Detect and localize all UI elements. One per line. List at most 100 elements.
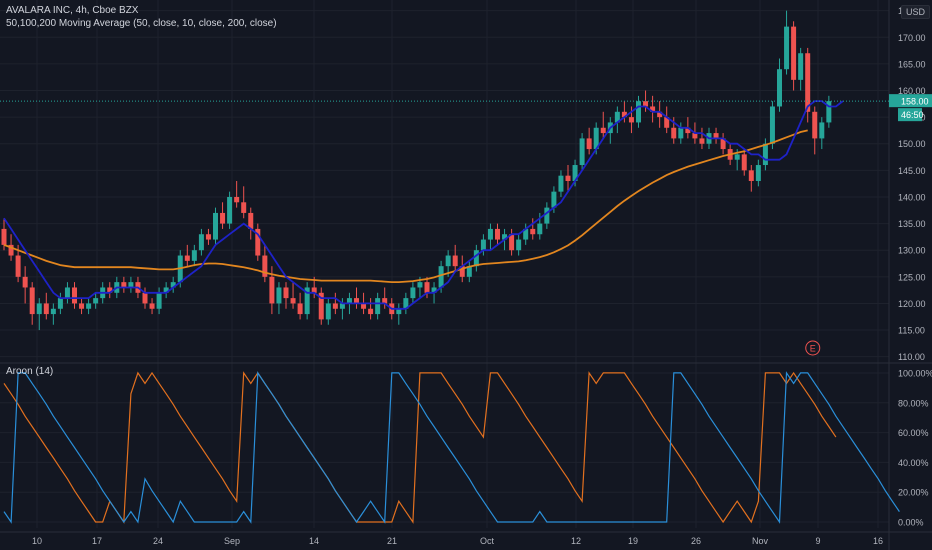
time-axis-label: Oct (480, 536, 495, 546)
candle-down (600, 127, 606, 134)
currency-badge[interactable]: USD (901, 5, 931, 19)
price-axis-label: 110.00 (898, 352, 925, 362)
candle-up (276, 287, 282, 304)
candle-up (551, 191, 557, 208)
candle-down (459, 266, 465, 277)
candle-down (8, 244, 14, 256)
candle-down (720, 138, 726, 150)
candle-down (452, 255, 458, 267)
aroon-axis-label: 60.00% (898, 428, 929, 438)
candle-up (396, 308, 402, 315)
candle-up (431, 287, 437, 293)
candle-down (424, 282, 430, 293)
candle-up (213, 212, 218, 240)
candle-up (438, 266, 444, 288)
candle-up (170, 282, 176, 288)
countdown-tag (898, 108, 922, 122)
candle-up (346, 298, 352, 304)
price-axis-label: 165.00 (898, 59, 926, 69)
candle-up (734, 154, 740, 160)
moving-average-slow-line (3, 129, 808, 284)
candle-up (777, 69, 782, 107)
price-axis-label: 160.00 (898, 86, 926, 96)
symbol-title: AVALARA INC, 4h, Cboe BZX (6, 5, 139, 16)
candle-down (495, 228, 500, 240)
candle-up (128, 282, 134, 288)
moving-average-fast-line (3, 100, 844, 310)
time-axis-label: 9 (815, 536, 820, 546)
time-axis-label: 12 (571, 536, 581, 546)
candle-up (325, 303, 331, 320)
candle-down (530, 228, 536, 235)
candle-up (678, 127, 684, 139)
candle-down (805, 53, 811, 112)
candle-up (762, 143, 768, 166)
candle-down (748, 170, 754, 181)
time-axis-label: Nov (752, 536, 769, 546)
candle-up (375, 298, 381, 315)
candle-down (22, 276, 28, 288)
earnings-marker-icon[interactable] (805, 340, 821, 356)
candle-down (318, 292, 324, 320)
candle-up (502, 234, 508, 240)
candle-down (382, 298, 388, 304)
candle-down (241, 202, 247, 213)
candle-down (621, 111, 627, 118)
candle-down (107, 287, 113, 293)
candle-up (86, 303, 92, 309)
time-axis-label: 21 (387, 536, 397, 546)
candle-up (50, 308, 56, 315)
last-price-tag-label: 158.00 (901, 97, 929, 107)
candle-up (826, 101, 832, 123)
candle-down (234, 196, 240, 203)
candle-up (579, 138, 585, 166)
candle-up (572, 165, 578, 181)
candle-down (586, 138, 592, 150)
candle-up (403, 298, 409, 309)
candle-down (311, 287, 317, 293)
candle-up (819, 122, 825, 139)
candle-down (692, 133, 698, 139)
candle-down (297, 303, 303, 315)
candle-down (354, 298, 359, 304)
price-axis-label: 170.00 (898, 33, 926, 43)
candle-down (72, 287, 77, 304)
candle-down (671, 127, 677, 139)
candle-down (657, 111, 663, 118)
price-axis-label: 125.00 (898, 272, 926, 282)
aroon-legend: Aroon (14) (6, 366, 54, 377)
aroon-axis-label: 40.00% (898, 458, 929, 468)
candle-down (713, 133, 719, 139)
candle-down (205, 234, 211, 240)
candle-up (304, 287, 310, 315)
time-axis-label: 24 (153, 536, 163, 546)
candle-down (565, 175, 571, 181)
time-axis-label: 16 (873, 536, 883, 546)
candle-down (121, 282, 127, 288)
candle-down (699, 138, 705, 144)
price-axis-label: 135.00 (898, 219, 926, 229)
time-axis-label: 17 (92, 536, 102, 546)
candle-up (558, 175, 564, 192)
candle-down (220, 212, 226, 224)
candle-up (57, 298, 63, 309)
candle-down (332, 303, 338, 309)
time-axis-label: 26 (691, 536, 701, 546)
last-price-tag (889, 94, 932, 108)
candle-up (487, 228, 493, 240)
price-axis-label: 150.00 (898, 139, 926, 149)
aroon-axis-label: 80.00% (898, 398, 929, 408)
candle-up (480, 239, 486, 251)
candle-up (784, 26, 790, 70)
candle-up (473, 250, 479, 267)
candle-down (29, 287, 35, 315)
candle-up (769, 106, 775, 144)
time-axis-label: 14 (309, 536, 319, 546)
candle-down (791, 26, 797, 80)
time-axis-label: 10 (32, 536, 42, 546)
candle-down (509, 234, 515, 251)
candle-up (227, 196, 233, 224)
candle-down (664, 117, 670, 128)
candle-up (755, 165, 761, 181)
time-axis-label: 19 (628, 536, 638, 546)
